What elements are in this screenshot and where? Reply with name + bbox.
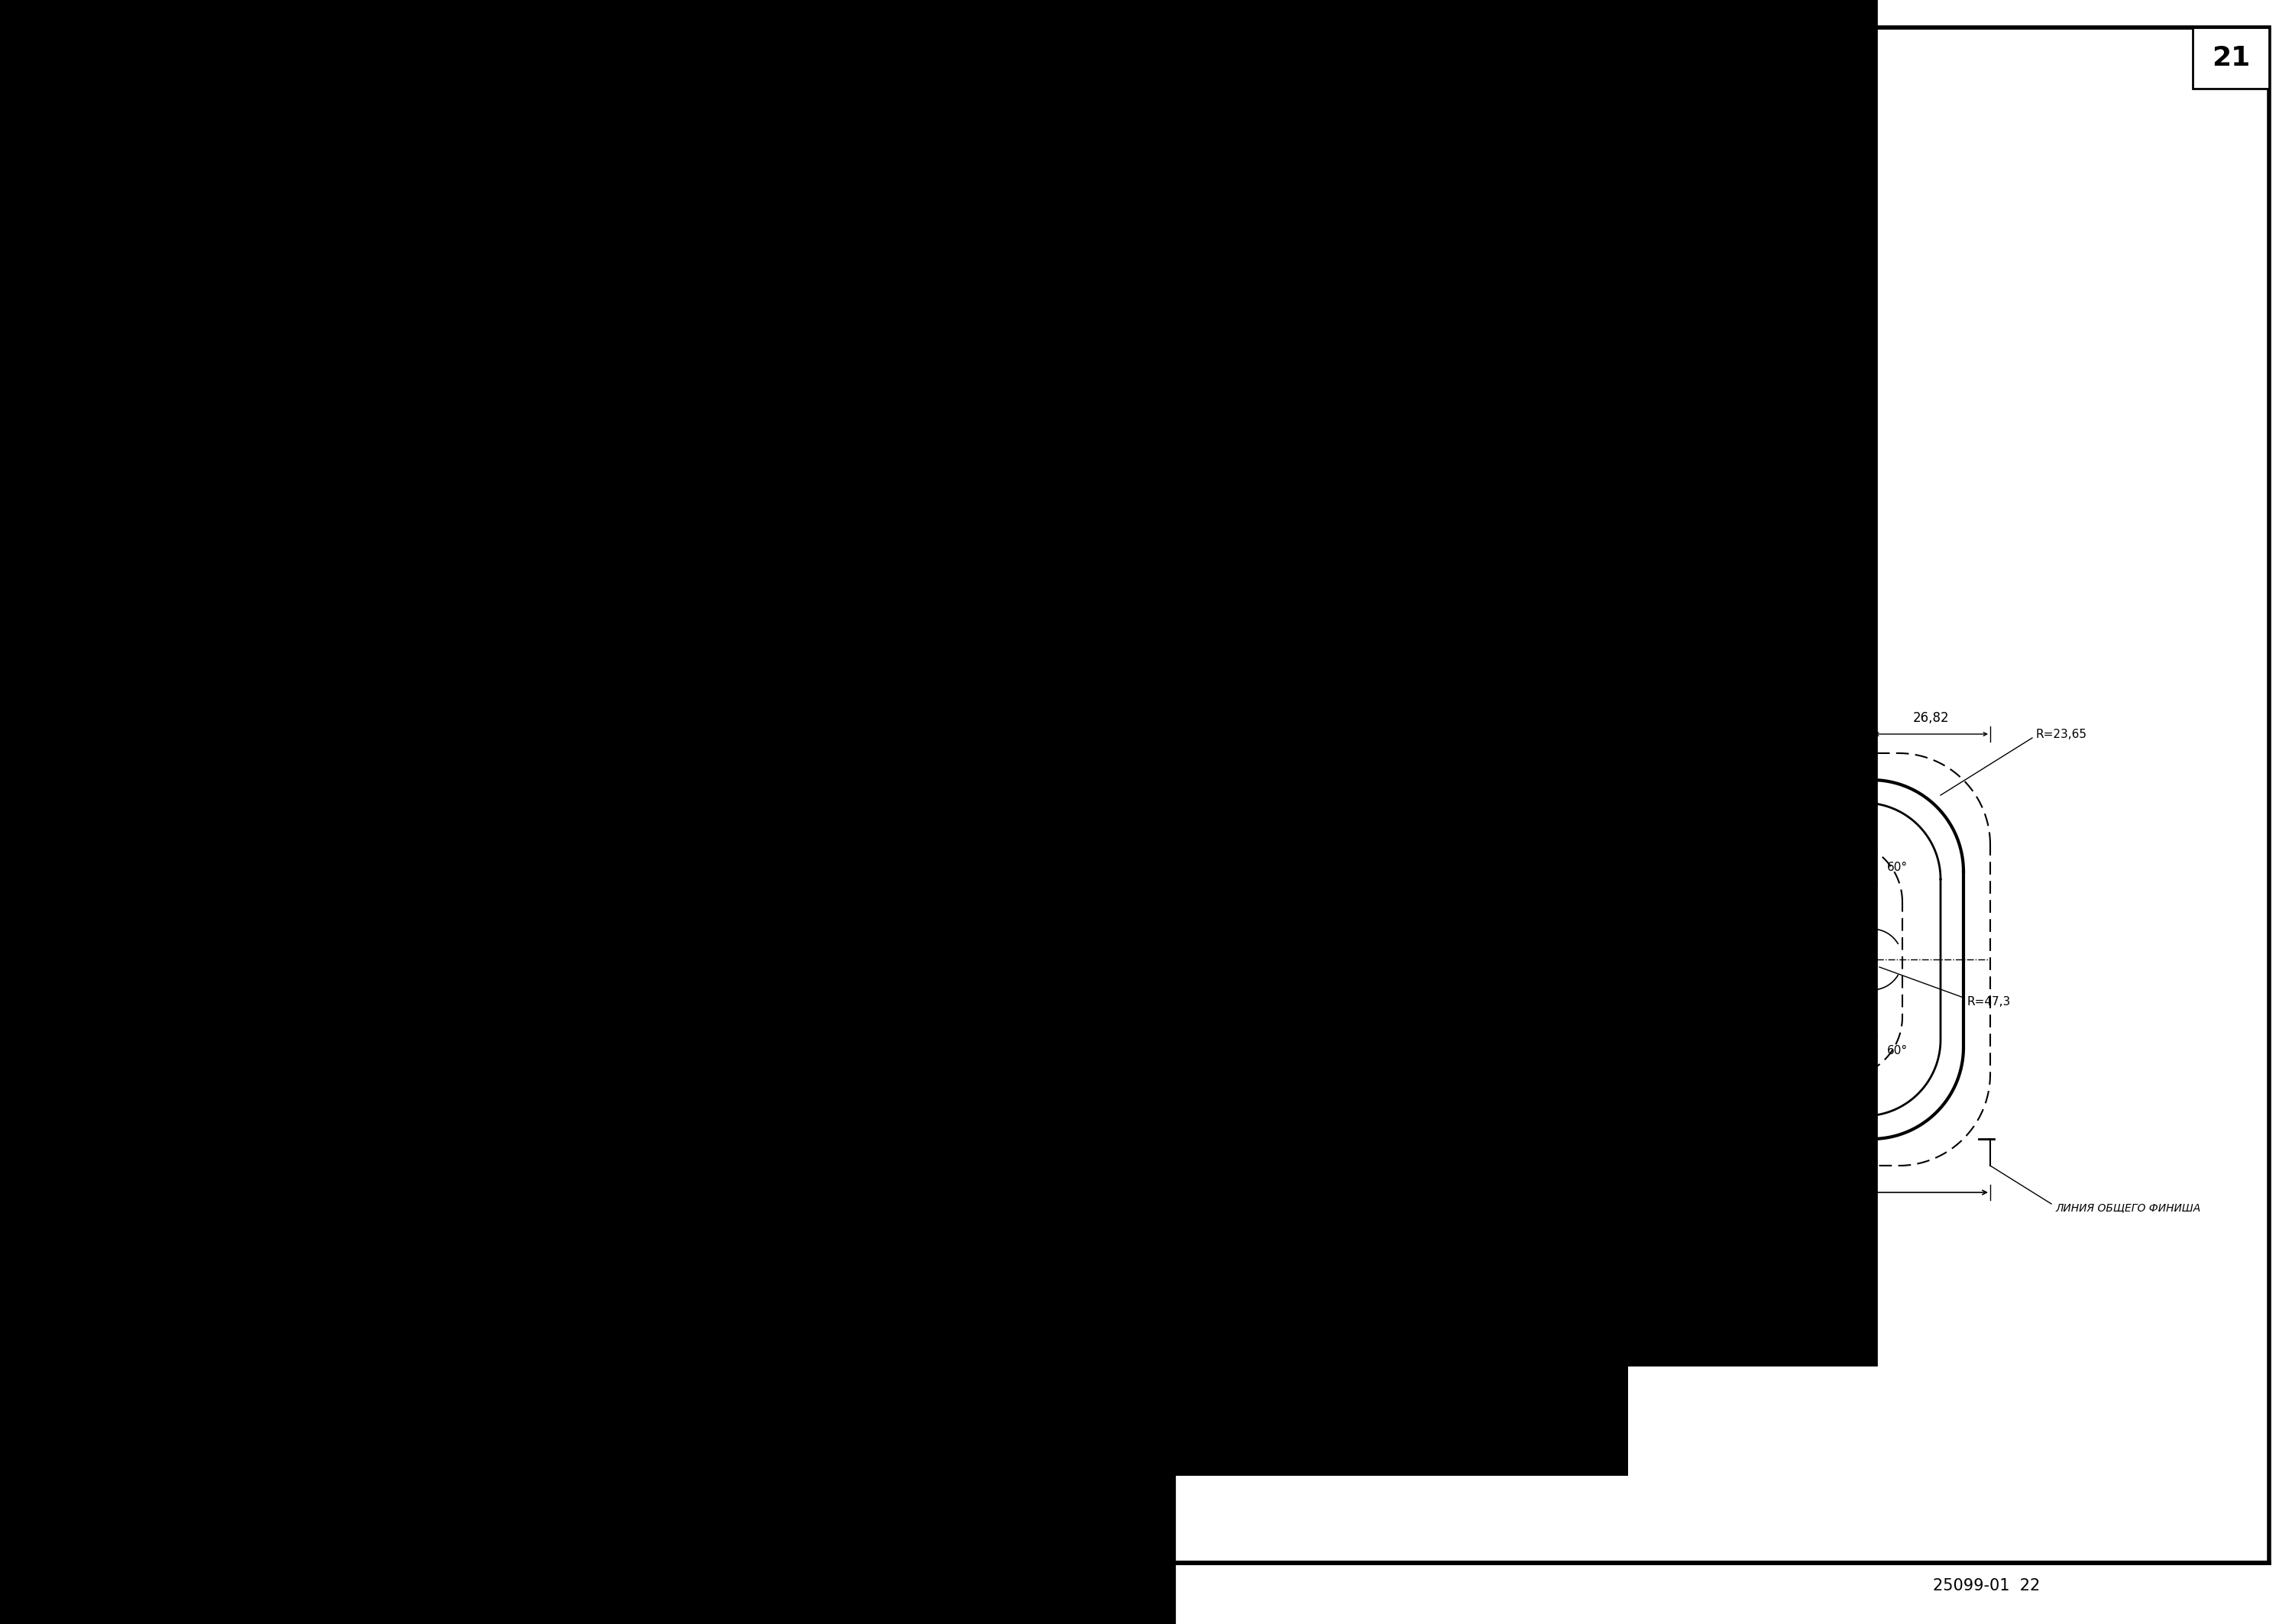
Bar <box>2193 28 2269 89</box>
Text: 59,04: 59,04 <box>1666 973 1703 987</box>
Text: ЗОНА
БЕЗОПАСНОСТИ: ЗОНА БЕЗОПАСНОСТИ <box>1196 489 1295 513</box>
Text: 68,0: 68,0 <box>291 473 303 499</box>
Text: 100,0: 100,0 <box>1593 711 1630 724</box>
Text: ОСНОВНОЙ СЕКТОР
ДЛЯ ЛЕГКОЙ АТ-
ЛЕТИКИ: ОСНОВНОЙ СЕКТОР ДЛЯ ЛЕГКОЙ АТ- ЛЕТИКИ <box>41 490 163 528</box>
Text: R=47,3: R=47,3 <box>1967 996 2010 1007</box>
Text: R=23,65: R=23,65 <box>2035 728 2088 741</box>
Text: ≥29,0: ≥29,0 <box>924 193 956 203</box>
Text: ФУТБОЛЬНОЕ
// ПОЛЕ /: ФУТБОЛЬНОЕ // ПОЛЕ / <box>545 463 646 494</box>
Text: ДОПОЛНИТЕЛЬНЫЙ СЕКТОР
ДЛЯ ПРЫЖКОВ: ДОПОЛНИТЕЛЬНЫЙ СЕКТОР ДЛЯ ПРЫЖКОВ <box>555 244 729 270</box>
Text: 42,98: 42,98 <box>486 190 523 203</box>
Text: 25099-01  22: 25099-01 22 <box>1932 1579 2040 1593</box>
Text: 60°: 60° <box>1886 1046 1907 1057</box>
Text: ЛИНИЯ ОБЩЕГО ФИНИША: ЛИНИЯ ОБЩЕГО ФИНИША <box>2056 1202 2200 1213</box>
Text: 70,25: 70,25 <box>1281 942 1295 978</box>
Text: ≥15,0: ≥15,0 <box>339 193 371 203</box>
Text: СПОРТИВНОЕ ЯДРО С ПОЛЕМ ДЛЯ ФУТБОЛА И ДОРОЖКОЙ ДЛЯ БЕГА ПО КРУГУ ДЛИНОЙ 400 М: СПОРТИВНОЕ ЯДРО С ПОЛЕМ ДЛЯ ФУТБОЛА И ДО… <box>568 84 1694 107</box>
Text: 60°: 60° <box>1886 862 1907 874</box>
Text: ДОПОЛНИТЕЛЬНЫЙ СЕКТОР
ДЛЯ ПРЫЖКОВ: ДОПОЛНИТЕЛЬНЫЙ СЕКТОР ДЛЯ ПРЫЖКОВ <box>555 776 729 802</box>
Text: План разбивки бровки дорожки для бега по
кругу длиной 400 м с трехцентровыми  по: План разбивки бровки дорожки для бега по… <box>1375 624 1854 658</box>
Text: 21: 21 <box>2212 45 2251 71</box>
Text: 103,0: 103,0 <box>626 671 658 682</box>
Text: 60°: 60° <box>1520 922 1540 934</box>
Text: ДОРОЖКА ДЛЯ
БЕГА ПО ПРЯМОЙ: ДОРОЖКА ДЛЯ БЕГА ПО ПРЯМОЙ <box>1196 242 1304 265</box>
Text: R=36,0: R=36,0 <box>1176 534 1219 546</box>
Text: ЯМА С ВОДОЙ
ДЛЯ БЕГА С ПРЕ-
ПЯТСТВИЯМИ: ЯМА С ВОДОЙ ДЛЯ БЕГА С ПРЕ- ПЯТСТВИЯМИ <box>1196 369 1300 404</box>
Text: 10,0-10,7: 10,0-10,7 <box>1036 591 1091 603</box>
Text: 155,64: 155,64 <box>1636 1203 1680 1218</box>
Text: ОСНОВНОЙ СЕКТОР
ДЛЯ ЛЕГКОЙ
АТЛЕТИКИ: ОСНОВНОЙ СЕКТОР ДЛЯ ЛЕГКОЙ АТЛЕТИКИ <box>1196 581 1318 619</box>
Text: ≥20,0: ≥20,0 <box>337 773 374 784</box>
Text: ЗОНА
БЕЗОПАСНОСТИ: ЗОНА БЕЗОПАСНОСТИ <box>41 650 142 672</box>
Text: ( размеры в м ): ( размеры в м ) <box>1059 114 1203 132</box>
Text: ДОРОЖКА ДЛЯ
БЕГА ПО КРУГУ: ДОРОЖКА ДЛЯ БЕГА ПО КРУГУ <box>41 383 138 406</box>
Text: План спортядра с одноцентровыми поворотами: План спортядра с одноцентровыми поворота… <box>429 146 903 161</box>
Text: 42,98: 42,98 <box>761 190 798 203</box>
Text: ЛИНИЯ ФИНИША: ЛИНИЯ ФИНИША <box>41 247 149 258</box>
Text: R=36,0: R=36,0 <box>1176 400 1219 411</box>
Text: 26,82: 26,82 <box>1914 711 1950 724</box>
